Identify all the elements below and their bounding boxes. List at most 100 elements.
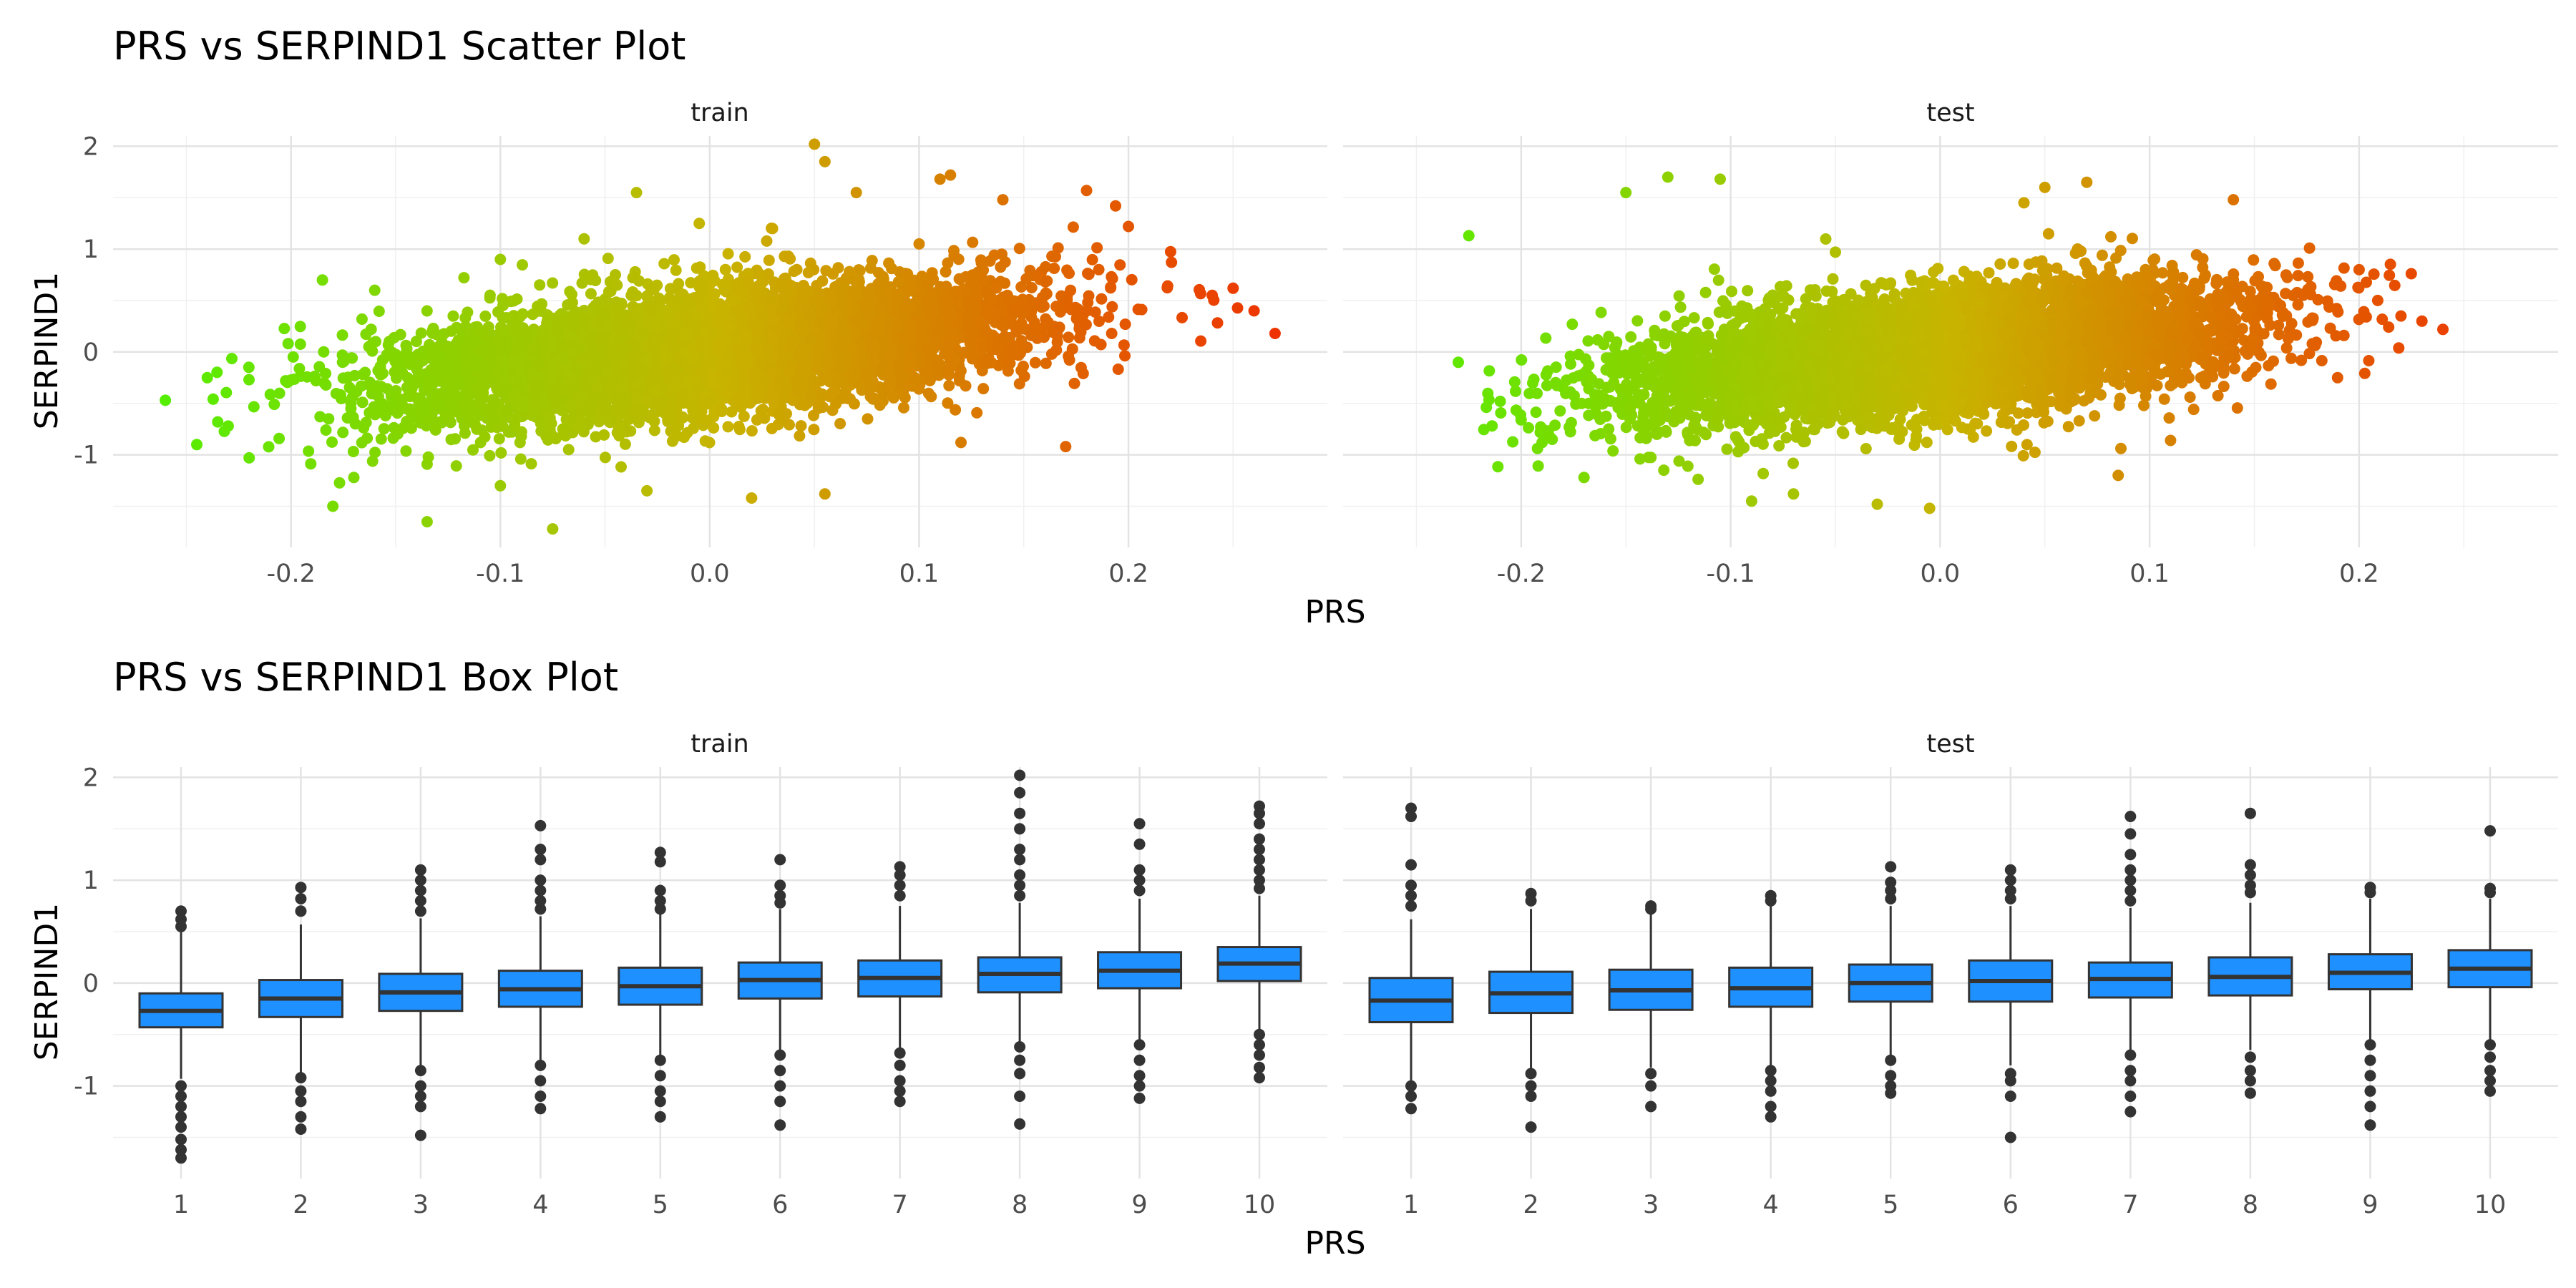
scatter-point <box>1013 243 1025 255</box>
scatter-point <box>1029 356 1041 369</box>
scatter-point <box>517 259 528 271</box>
scatter-point <box>960 380 972 392</box>
scatter-point <box>943 379 955 391</box>
scatter-point <box>278 323 291 335</box>
scatter-point <box>625 289 638 301</box>
scatter-point <box>370 336 381 348</box>
scatter-point <box>886 263 898 275</box>
scatter-point <box>268 399 280 411</box>
scatter-point <box>378 423 390 435</box>
scatter-point <box>1096 293 1108 305</box>
scatter-point <box>330 388 342 399</box>
scatter-point <box>722 248 734 260</box>
scatter-point <box>1072 303 1084 316</box>
scatter-point <box>942 257 954 269</box>
scatter-point <box>371 380 383 392</box>
scatter-point <box>421 458 433 470</box>
scatter-y-tick-label: 1 <box>83 235 99 264</box>
scatter-point <box>1091 242 1103 254</box>
scatter-point <box>1035 301 1048 313</box>
scatter-point <box>517 308 529 320</box>
scatter-point <box>226 353 238 365</box>
scatter-point <box>625 425 637 437</box>
scatter-point <box>294 321 306 333</box>
scatter-point <box>862 413 874 425</box>
scatter-point <box>898 401 909 414</box>
scatter-point <box>602 253 614 265</box>
scatter-point <box>1166 256 1178 268</box>
scatter-point <box>515 426 527 438</box>
scatter-point <box>1118 339 1130 351</box>
scatter-point <box>294 338 306 350</box>
scatter-point <box>599 452 611 464</box>
scatter-point <box>373 306 385 317</box>
scatter-point <box>727 381 738 394</box>
scatter-point <box>703 436 716 449</box>
scatter-point <box>826 387 838 399</box>
scatter-point <box>977 383 990 395</box>
scatter-point <box>895 371 907 384</box>
scatter-point <box>400 445 412 457</box>
scatter-point <box>359 366 371 379</box>
scatter-point <box>605 286 617 297</box>
scatter-x-tick-label: 0.1 <box>899 560 940 588</box>
scatter-point <box>731 261 743 273</box>
scatter-point <box>598 429 610 441</box>
scatter-point <box>701 414 713 426</box>
scatter-point <box>1093 263 1105 275</box>
scatter-point <box>1164 245 1176 258</box>
scatter-point <box>1105 281 1117 293</box>
scatter-point <box>794 430 806 442</box>
scatter-point <box>1161 282 1174 294</box>
scatter-point <box>1106 328 1118 339</box>
scatter-point <box>1132 303 1144 316</box>
scatter-point <box>410 336 422 348</box>
scatter-point <box>592 412 605 424</box>
scatter-point <box>282 338 294 350</box>
scatter-point <box>314 411 326 423</box>
scatter-point <box>933 369 945 381</box>
scatter-point <box>376 354 389 366</box>
scatter-point <box>719 263 731 275</box>
scatter-point <box>673 278 685 290</box>
scatter-point <box>1046 250 1058 263</box>
scatter-point <box>457 346 469 358</box>
scatter-point <box>1088 335 1101 347</box>
scatter-point <box>220 386 233 399</box>
scatter-point <box>1106 301 1118 313</box>
scatter-point-cloud <box>207 200 1244 489</box>
scatter-point <box>564 286 576 298</box>
scatter-point <box>784 253 796 265</box>
scatter-point <box>320 424 332 436</box>
scatter-point <box>619 438 631 450</box>
scatter-point <box>1075 361 1087 374</box>
scatter-point <box>393 405 404 417</box>
scatter-point <box>345 402 357 414</box>
scatter-point <box>753 382 766 394</box>
scatter-point <box>707 269 719 281</box>
scatter-point <box>504 296 517 308</box>
scatter-point <box>514 453 527 465</box>
scatter-point <box>434 416 447 428</box>
scatter-point <box>346 391 358 403</box>
scatter-point <box>356 313 368 325</box>
scatter-point <box>573 421 585 434</box>
scatter-point <box>263 441 275 453</box>
scatter-point <box>264 389 276 401</box>
scatter-point <box>318 346 330 358</box>
scatter-point <box>888 391 899 404</box>
scatter-point <box>1119 350 1131 362</box>
scatter-point <box>995 261 1007 273</box>
scatter-point <box>739 250 751 263</box>
scatter-point <box>766 422 778 434</box>
scatter-point <box>1195 335 1207 347</box>
scatter-point <box>337 426 349 439</box>
scatter-point <box>1211 317 1224 329</box>
scatter-point <box>491 421 503 434</box>
scatter-point <box>980 326 992 338</box>
scatter-point <box>301 371 313 383</box>
scatter-point <box>676 397 688 409</box>
scatter-point <box>865 382 877 394</box>
scatter-point <box>967 236 979 248</box>
